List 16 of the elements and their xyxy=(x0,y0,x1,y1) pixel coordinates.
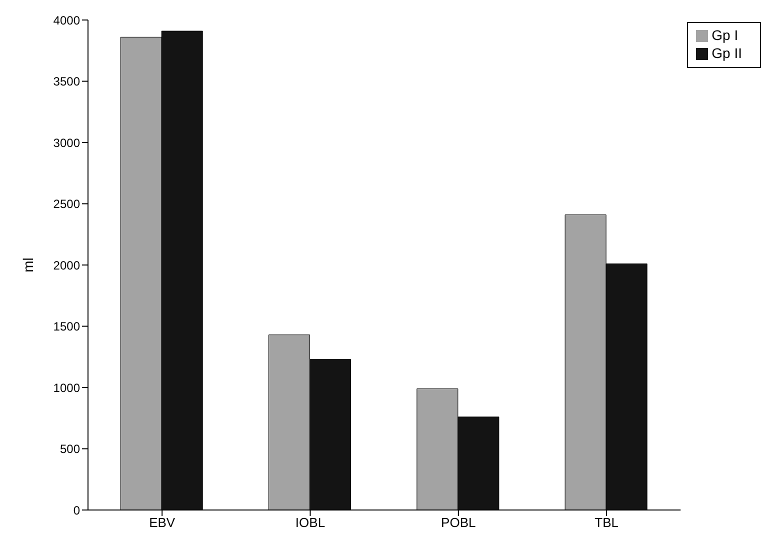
y-tick-label: 4000 xyxy=(53,13,80,28)
y-tick-label: 2500 xyxy=(53,197,80,212)
y-tick-label: 3000 xyxy=(53,136,80,150)
x-tick-label: TBL xyxy=(594,515,618,530)
legend-label: Gp II xyxy=(712,45,742,61)
y-tick-label: 1500 xyxy=(53,320,80,334)
x-tick-label: POBL xyxy=(441,515,476,530)
y-tick-label: 0 xyxy=(73,503,80,518)
y-tick-label: 3500 xyxy=(53,74,80,89)
y-tick-label: 1000 xyxy=(53,380,80,395)
y-tick-label: 2000 xyxy=(53,258,80,272)
legend-label: Gp I xyxy=(712,27,738,43)
x-tick-label: IOBL xyxy=(295,515,326,530)
y-tick-label: 500 xyxy=(60,442,80,456)
y-axis-title: ml xyxy=(20,258,36,272)
x-tick-label: EBV xyxy=(149,515,176,530)
